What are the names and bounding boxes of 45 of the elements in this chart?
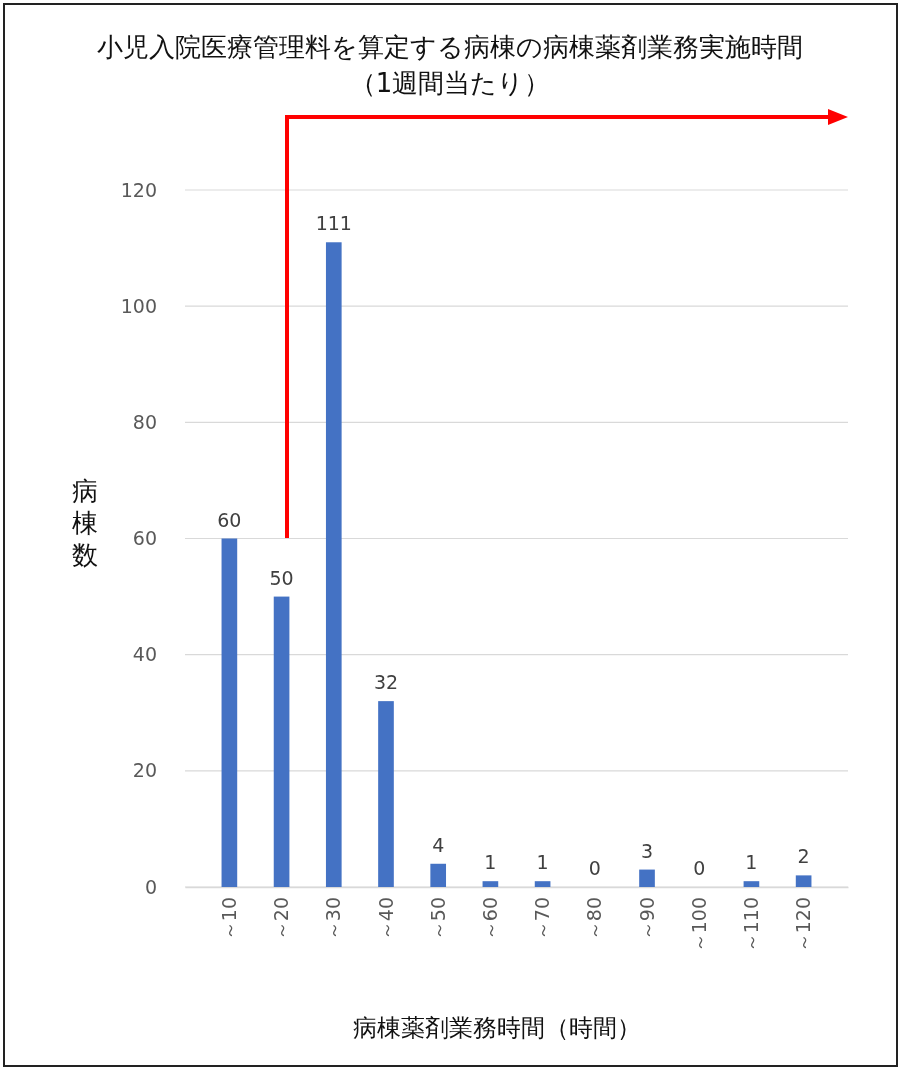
x-tick-label: ～110 [740, 897, 763, 953]
bar [273, 596, 290, 887]
x-tick-label: ～60 [479, 897, 502, 941]
y-axis-title: 病棟数 [72, 476, 98, 570]
x-tick-label: ～10 [218, 897, 241, 941]
data-label: 60 [217, 508, 242, 531]
data-label: 1 [484, 851, 497, 874]
x-tick-label: ～70 [531, 897, 554, 941]
x-tick-label: ～50 [426, 897, 449, 941]
bar [325, 242, 342, 887]
x-tick-label: ～80 [583, 897, 606, 941]
chart-subtitle: （1週間当たり） [349, 68, 551, 98]
y-tick-label: 120 [120, 178, 157, 201]
data-label: 1 [745, 851, 758, 874]
x-tick-label: ～120 [792, 897, 815, 953]
data-label: 2 [797, 845, 810, 868]
data-label: 0 [693, 857, 706, 879]
bar [795, 875, 812, 887]
x-tick-label: ～40 [374, 897, 397, 941]
y-tick-label: 20 [132, 759, 157, 782]
data-label: 50 [269, 566, 294, 589]
bar [430, 863, 447, 887]
y-tick-label: 80 [132, 410, 157, 433]
bar [534, 881, 551, 887]
data-label: 4 [432, 833, 445, 856]
data-label: 111 [315, 212, 352, 235]
x-tick-label: ～30 [322, 897, 345, 941]
y-tick-label: 40 [132, 643, 157, 666]
y-tick-label: 100 [120, 294, 157, 317]
y-tick-label: 60 [132, 527, 157, 550]
x-tick-label: ～100 [687, 897, 710, 953]
x-tick-label: ～20 [270, 897, 293, 941]
bar [221, 538, 238, 887]
x-tick-label: ～90 [635, 897, 658, 941]
bar [639, 869, 655, 887]
y-tick-label: 0 [144, 875, 157, 898]
data-label: 0 [588, 857, 601, 879]
x-axis-title: 病棟薬剤業務時間（時間） [353, 1014, 641, 1042]
chart-title: 小児入院医療管理料を算定する病棟の病棟薬剤業務実施時間 [97, 32, 803, 62]
data-label: 32 [373, 671, 399, 694]
bar [378, 701, 394, 887]
bar [482, 881, 499, 887]
data-label: 3 [640, 839, 654, 862]
bar [743, 881, 760, 887]
data-label: 1 [536, 851, 549, 874]
